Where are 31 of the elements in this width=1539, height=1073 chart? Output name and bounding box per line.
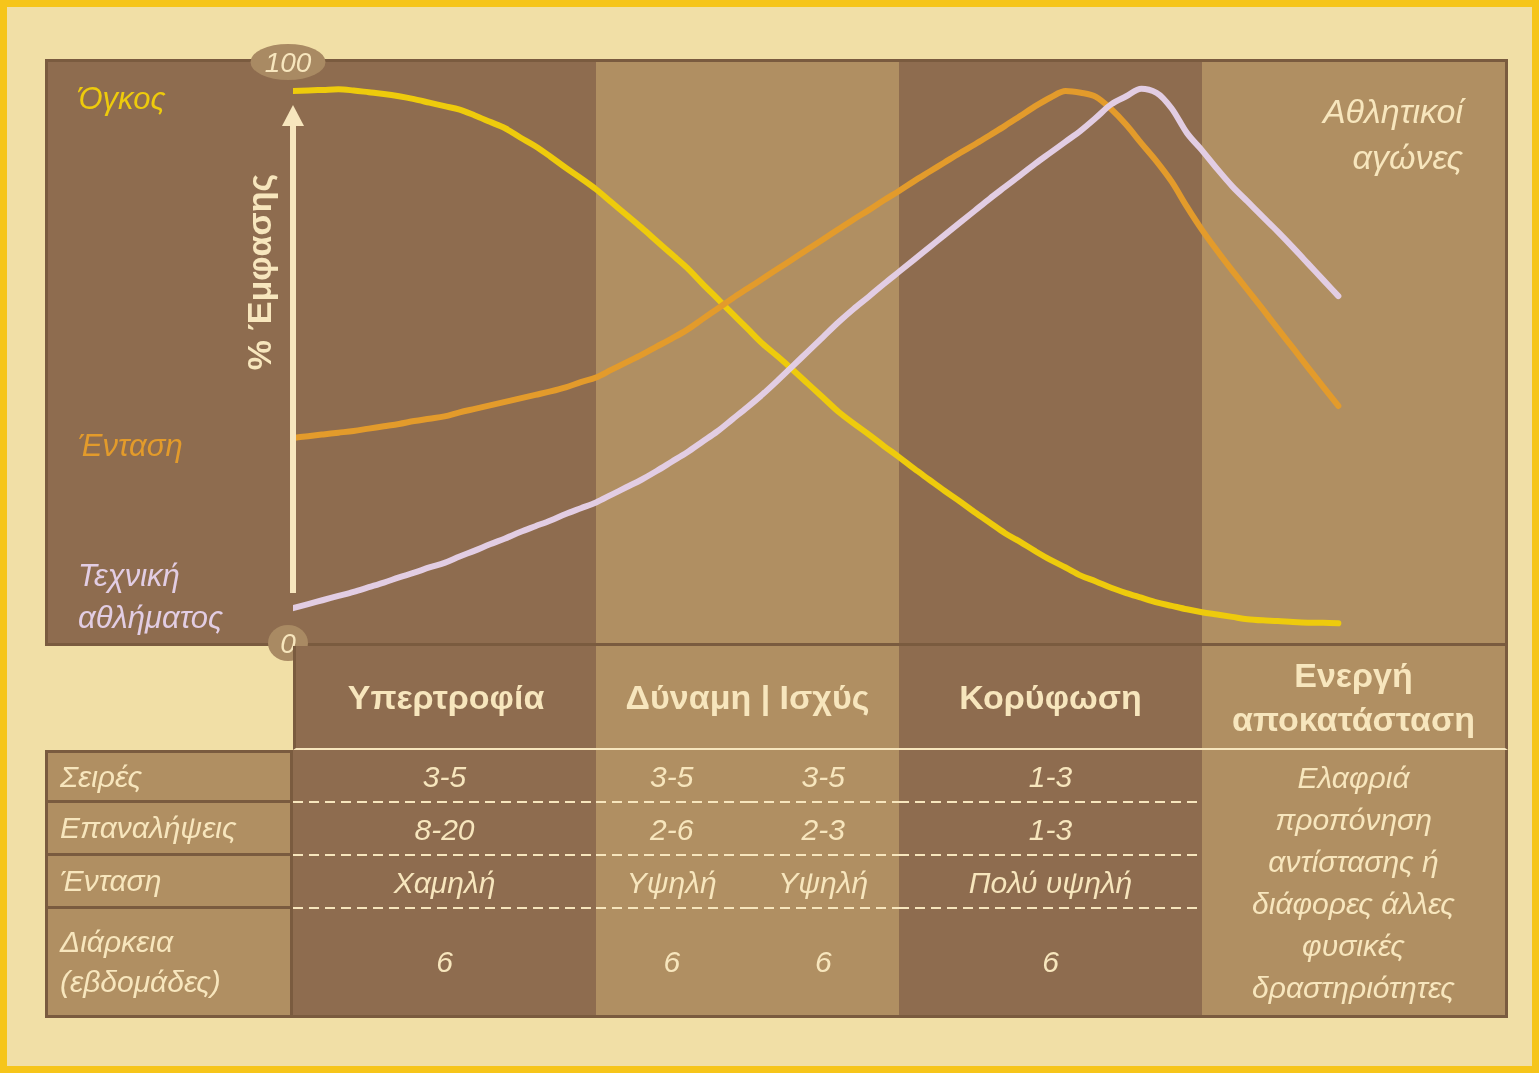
text: 6 — [663, 945, 681, 978]
text: Υψηλή — [778, 865, 869, 899]
y-tick-label: 0 — [280, 627, 297, 659]
category-label: Σειρές — [60, 759, 142, 793]
text: Ένταση — [78, 427, 183, 463]
text: 6 — [436, 945, 453, 978]
text: 1-3 — [1028, 759, 1073, 793]
text: 6 — [1042, 945, 1059, 978]
text: 3-5 — [801, 759, 845, 793]
text: Υψηλή — [626, 865, 717, 899]
category-label: Επαναλήψεις — [60, 811, 237, 844]
text: 3-5 — [650, 759, 694, 793]
category-label: Δύναμη | Ισχύς — [625, 677, 870, 718]
text: 8-20 — [414, 812, 475, 846]
text: 2-3 — [801, 812, 845, 846]
category-label: Κορύφωση — [959, 677, 1142, 718]
text: Ελαφριά προπόνηση αντίστασης ή διάφορες άλλες φυσικές δραστηριότητες — [1252, 760, 1455, 1004]
category-label: Ένταση — [60, 864, 162, 897]
y-axis-title: % Έμφασης — [240, 173, 278, 371]
text: 3-5 — [422, 759, 467, 793]
y-tick-label: 100 — [264, 46, 312, 78]
text: 6 — [814, 945, 832, 978]
category-label: Διάρκεια (εβδομάδες) — [60, 925, 221, 998]
text: 2-6 — [650, 812, 694, 846]
text: Χαμηλή — [393, 865, 496, 899]
text: 1-3 — [1028, 812, 1073, 846]
category-label: Υπερτροφία — [347, 677, 545, 718]
text: Όγκος — [78, 81, 166, 117]
text: Πολύ υψηλή — [968, 865, 1133, 899]
category-label: Ενεργή αποκατάσταση — [1231, 655, 1476, 740]
text: Τεχνική αθλήματος — [78, 558, 224, 635]
